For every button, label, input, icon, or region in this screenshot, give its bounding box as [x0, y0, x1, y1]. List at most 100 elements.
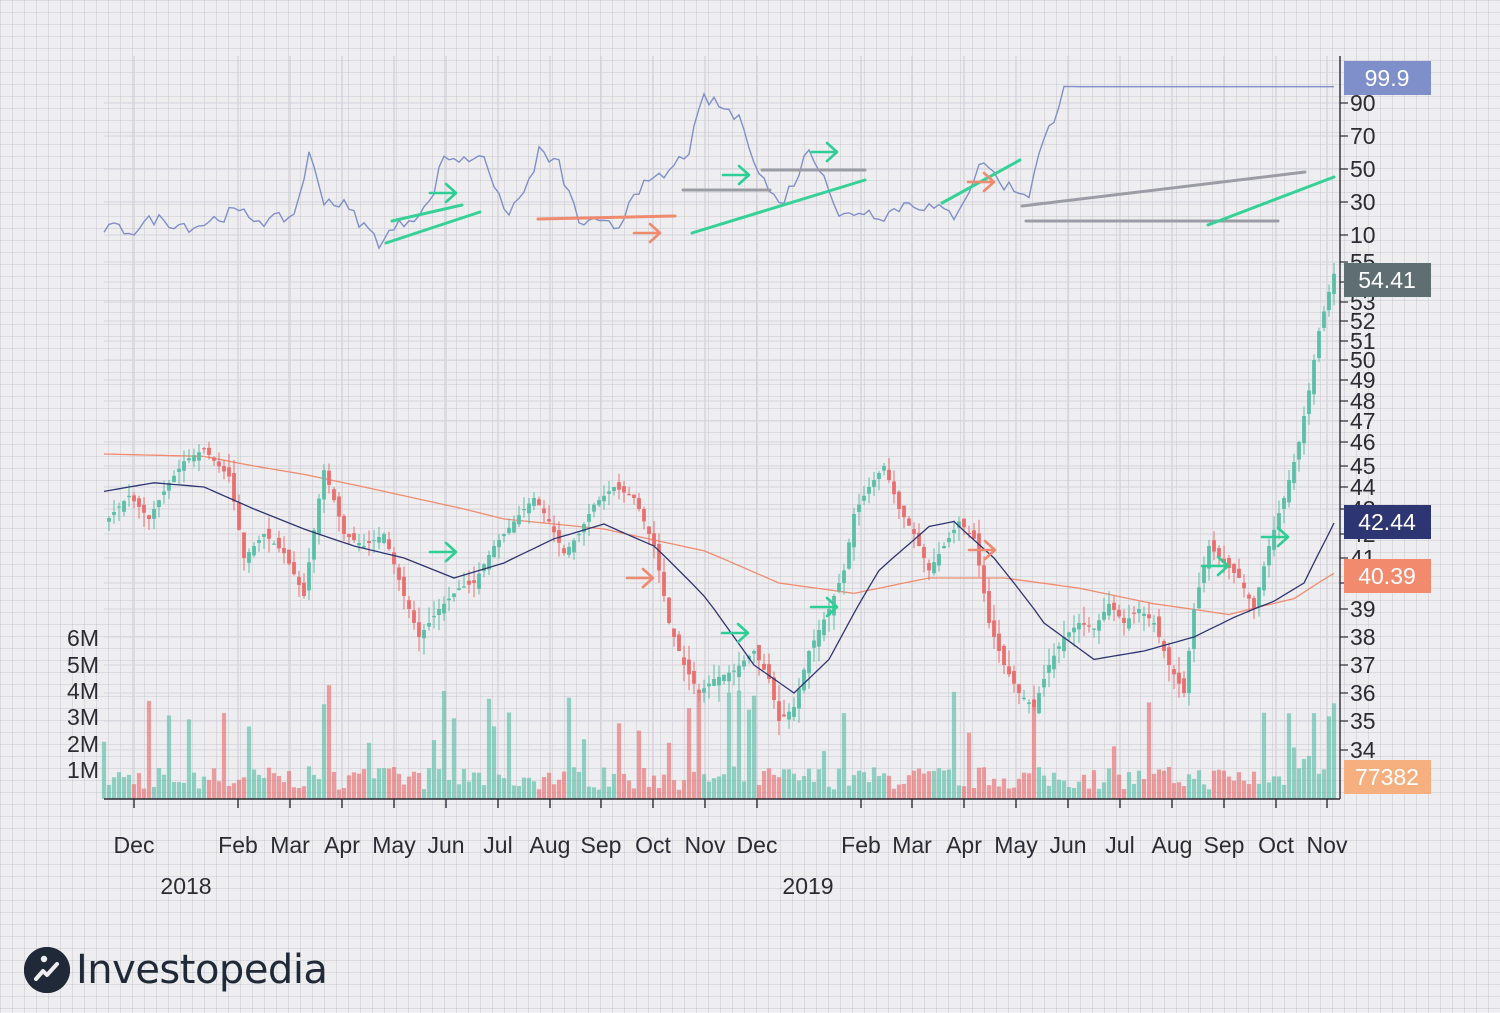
candle-body	[337, 496, 341, 517]
indicator-y-label: 30	[1350, 189, 1376, 215]
last-price-badge: 54.41	[1344, 263, 1431, 297]
candle-body	[672, 628, 676, 637]
volume-bar	[1086, 788, 1092, 799]
candle-body	[1192, 609, 1196, 650]
volume-bar	[106, 784, 112, 799]
candle-body	[1037, 693, 1041, 714]
month-label: Nov	[1307, 832, 1348, 858]
volume-bar	[376, 768, 382, 799]
candle-body	[1122, 617, 1126, 623]
volume-bar	[1221, 770, 1227, 799]
candle-body	[1132, 612, 1136, 614]
volume-bar	[771, 774, 777, 799]
arrow-icon	[1200, 555, 1230, 577]
candle-body	[282, 548, 286, 554]
volume-bar	[1251, 771, 1257, 799]
candle-body	[697, 689, 701, 693]
indicator-y-label: 10	[1350, 222, 1376, 248]
volume-y-label: 2M	[67, 731, 99, 757]
volume-bar	[871, 767, 877, 799]
month-label: Sep	[581, 832, 622, 858]
candle-body	[1032, 699, 1036, 707]
candle-body	[827, 609, 831, 616]
annotation-arrow	[967, 539, 997, 561]
candle-body	[1322, 311, 1326, 328]
candle-body	[302, 582, 306, 596]
candle-body	[482, 564, 486, 572]
price-y-label: 47	[1350, 408, 1376, 434]
candle-body	[262, 534, 266, 537]
volume-bar	[426, 768, 432, 799]
candle-body	[752, 651, 756, 654]
month-label: Apr	[324, 832, 360, 858]
volume-bar	[781, 769, 787, 799]
candle-body	[962, 518, 966, 528]
candle-body	[987, 590, 991, 623]
volume-bar	[831, 789, 837, 799]
volume-bar	[806, 768, 812, 799]
indicator-value-badge-box	[1344, 61, 1431, 95]
price-y-label: 35	[1350, 708, 1376, 734]
price-y-label: 34	[1350, 737, 1376, 763]
volume-bar	[466, 781, 472, 799]
candle-body	[867, 487, 871, 494]
candle-body	[1107, 603, 1111, 616]
candle-body	[1147, 614, 1151, 619]
candle-body	[522, 509, 526, 511]
volume-bar	[481, 785, 487, 799]
volume-bar	[506, 712, 512, 799]
candle-body	[1212, 540, 1216, 552]
candle-body	[382, 534, 386, 543]
volume-bar	[286, 771, 292, 799]
candle-body	[462, 586, 466, 588]
volume-bar	[1106, 768, 1112, 799]
candle-body	[322, 470, 326, 500]
candle-body	[487, 555, 491, 570]
volume-bar	[1206, 789, 1212, 799]
volume-bar	[231, 783, 237, 799]
volume-bar	[316, 779, 322, 799]
candle-body	[432, 616, 436, 618]
candle-body	[212, 457, 216, 461]
volume-bar	[581, 739, 587, 799]
arrow-icon	[967, 539, 997, 561]
candle-body	[332, 489, 336, 501]
candle-body	[342, 515, 346, 534]
volume-bar	[591, 787, 597, 799]
candle-body	[1297, 442, 1301, 460]
volume-bar	[501, 778, 507, 799]
candle-body	[457, 588, 461, 591]
volume-bar	[1051, 772, 1057, 799]
candle-body	[247, 552, 251, 563]
candle-body	[542, 508, 546, 514]
volume-bar	[766, 768, 772, 799]
volume-bar	[916, 768, 922, 799]
candle-body	[607, 491, 611, 494]
volume-bar	[116, 772, 122, 799]
candle-body	[732, 670, 736, 672]
short-moving-average	[103, 482, 1335, 694]
candle-body	[762, 663, 766, 670]
candle-body	[942, 546, 946, 549]
volume-bar	[296, 788, 302, 799]
volume-bar	[461, 768, 467, 799]
volume-bar	[1291, 747, 1297, 799]
volume-bar	[1036, 767, 1042, 799]
candle-body	[852, 514, 856, 548]
candle-body	[937, 554, 941, 566]
candle-body	[622, 486, 626, 493]
volume-bar	[236, 779, 242, 799]
price-y-label: 39	[1350, 596, 1376, 622]
candle-body	[777, 701, 781, 721]
candle-body	[1172, 669, 1176, 675]
volume-bar	[731, 766, 737, 799]
volume-bar	[896, 784, 902, 799]
volume-bar	[176, 782, 182, 799]
volume-y-label: 6M	[67, 625, 99, 651]
candle-body	[927, 563, 931, 571]
candle-body	[797, 688, 801, 709]
candle-body	[402, 576, 406, 596]
volume-bar	[586, 786, 592, 799]
candle-body	[157, 500, 161, 508]
volume-bar	[1101, 782, 1107, 799]
